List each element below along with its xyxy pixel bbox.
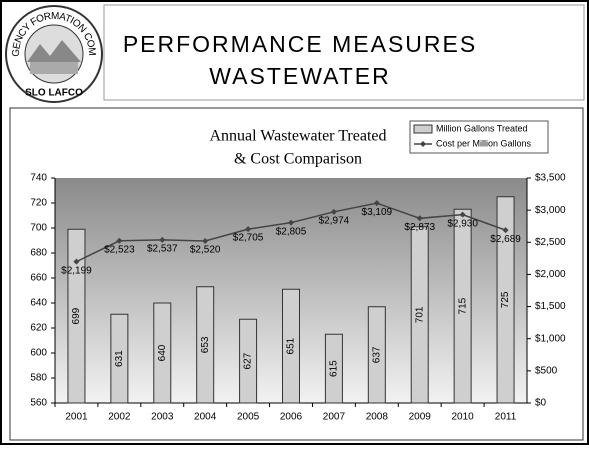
bar [153,302,172,404]
x-tick-label: 2001 [65,412,88,423]
bar [367,306,386,404]
value-label: $2,873 [404,222,435,233]
bar [324,333,343,404]
marker [73,258,80,265]
bar-label: 725 [500,291,511,308]
y2-tick-label: $2,500 [535,237,566,248]
bar [496,196,515,404]
bar-label: 615 [329,360,340,377]
x-tick-label: 2005 [237,412,260,423]
bar [410,226,429,404]
value-label: $2,805 [276,226,307,237]
x-tick-label: 2003 [151,412,174,423]
value-label: $2,520 [190,245,221,256]
x-tick-label: 2011 [495,412,517,423]
marker [288,219,294,226]
x-tick-label: 2010 [452,412,475,423]
y-tick-label: 640 [30,298,47,309]
bar-label: 651 [286,337,297,354]
marker [202,238,209,244]
legend-label: Cost per Million Gallons [436,138,532,148]
logo-text-bottom: SLO LAFCO [25,88,83,99]
marker [116,237,123,244]
y2-tick-label: $1,000 [535,333,566,344]
y-tick-label: 600 [30,348,47,359]
value-label: $3,109 [362,207,393,218]
value-label: $2,974 [319,215,350,226]
y2-tick-label: $500 [535,365,558,376]
value-label: $2,199 [61,265,92,276]
y-tick-label: 740 [30,173,47,184]
marker [502,227,509,234]
chart-title: Annual Wastewater Treated [209,128,386,145]
bar [282,288,300,404]
y-tick-label: 560 [30,398,47,409]
bar [67,228,86,404]
marker [330,208,337,215]
x-tick-label: 2007 [323,412,346,423]
bar-label: 701 [414,306,425,323]
legend-label: Million Gallons Treated [436,123,528,133]
y2-tick-label: $1,500 [535,301,566,312]
slide-title: PERFORMANCE MEASURES [123,31,477,57]
y2-tick-label: $0 [535,398,547,409]
marker [459,211,466,218]
logo: LOCAL AGENCY FORMATION COMMISSION SLO LA… [0,0,103,103]
bar-label: 627 [243,352,254,369]
x-tick-label: 2009 [409,412,432,423]
slide-title: WASTEWATER [209,63,390,89]
chart-subtitle: & Cost Comparison [234,151,362,168]
marker [416,215,423,222]
x-tick-label: 2002 [108,412,131,423]
bar-label: 637 [371,346,382,363]
value-label: $2,537 [147,244,178,255]
bar [110,313,129,404]
marker [245,226,252,233]
bar [453,208,472,404]
legend-swatch [413,124,433,134]
value-label: $2,705 [233,233,264,244]
bar-label: 715 [457,297,468,314]
x-tick-label: 2004 [194,412,217,423]
marker [373,200,380,207]
y-tick-label: 700 [30,223,47,234]
y2-tick-label: $2,000 [535,269,566,280]
bar-label: 653 [200,336,211,353]
bar-label: 631 [114,350,125,367]
value-label: $2,930 [447,218,478,229]
value-label: $2,689 [490,234,521,245]
bar-label: 699 [71,307,82,324]
y-tick-label: 580 [30,373,47,384]
y-tick-label: 680 [30,248,47,259]
y2-tick-label: $3,500 [535,173,566,184]
y-tick-label: 660 [30,273,47,284]
marker [159,236,166,243]
y-tick-label: 720 [30,198,47,209]
x-tick-label: 2008 [366,412,389,423]
bar [196,286,215,404]
legend-swatch [420,141,426,147]
bar [239,318,258,404]
x-tick-label: 2006 [280,412,303,423]
header-box [103,4,585,101]
value-label: $2,523 [104,244,135,255]
legend [409,120,549,154]
y2-tick-label: $3,000 [535,205,566,216]
bar-label: 640 [157,344,168,361]
y-tick-label: 620 [30,323,47,334]
